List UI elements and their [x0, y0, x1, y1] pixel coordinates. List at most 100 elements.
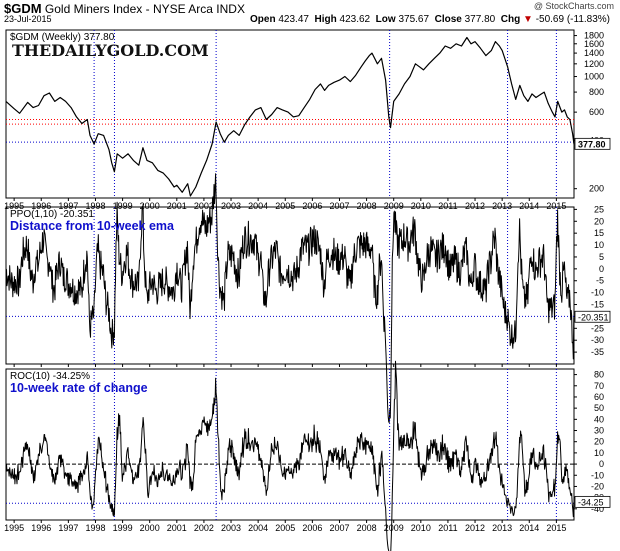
y-tick-label: -5 — [596, 276, 604, 286]
panel-2-frame — [5, 206, 575, 365]
x-tick-label: 1995 — [4, 523, 24, 533]
x-tick-label: 2012 — [465, 523, 485, 533]
y-tick-label: 5 — [599, 252, 604, 262]
x-tick-label: 2003 — [221, 201, 241, 211]
y-tick-label: 1400 — [584, 48, 604, 58]
panel-3-frame — [5, 368, 575, 521]
y-tick-label: 80 — [594, 370, 604, 380]
x-tick-label: 2011 — [438, 201, 457, 211]
symbol-name: Gold Miners Index - NYSE Arca INDX — [44, 2, 245, 16]
x-tick-label: 2008 — [357, 523, 377, 533]
y-tick-label: 70 — [594, 381, 604, 391]
x-tick-label: 1998 — [85, 523, 105, 533]
x-tick-label: 2004 — [248, 523, 268, 533]
panel-1-frame — [5, 29, 575, 199]
y-tick-label: -20 — [591, 481, 604, 491]
y-tick-label: 50 — [594, 403, 604, 413]
y-tick-label: -40 — [591, 504, 604, 514]
y-tick-label: -15 — [591, 300, 604, 310]
y-tick-label: 1200 — [584, 59, 604, 69]
x-tick-label: 2011 — [438, 523, 457, 533]
x-tick-label: 2000 — [140, 523, 160, 533]
x-tick-label: 1999 — [113, 523, 133, 533]
close-label: Close — [434, 14, 462, 25]
y-tick-label: -25 — [591, 323, 604, 333]
x-tick-label: 2015 — [546, 201, 566, 211]
last-value-label: -34.25 — [578, 497, 604, 507]
high-label: High — [314, 14, 337, 25]
low-value: 375.67 — [398, 14, 430, 25]
panel-1-title: $GDM (Weekly) 377.80 — [10, 32, 115, 43]
x-tick-label: 2002 — [194, 523, 214, 533]
x-tick-label: 2009 — [384, 201, 404, 211]
y-tick-label: 30 — [594, 426, 604, 436]
y-tick-label: 25 — [594, 204, 604, 214]
close-value: 377.80 — [464, 14, 496, 25]
brand-watermark: THEDAILYGOLD.COM — [12, 41, 209, 60]
x-tick-label: 1995 — [4, 201, 24, 211]
chg-arrow: ▼ — [523, 14, 533, 25]
x-tick-label: 1997 — [58, 201, 78, 211]
last-value-label: -20.351 — [578, 312, 609, 322]
last-value-tag — [574, 310, 611, 323]
x-tick-label: 2014 — [519, 201, 539, 211]
last-value-tag — [574, 137, 611, 150]
series-line-panel-2 — [5, 173, 575, 424]
x-tick-label: 2015 — [546, 523, 566, 533]
x-tick-label: 2007 — [329, 523, 349, 533]
x-tick-label: 2012 — [465, 201, 485, 211]
stockcharts-credit: @ StockCharts.com — [533, 1, 614, 11]
y-tick-label: -30 — [591, 335, 604, 345]
chart-symbol: $GDM Gold Miners Index - NYSE Arca INDX — [4, 1, 245, 16]
x-tick-label: 2014 — [519, 523, 539, 533]
x-tick-label: 2002 — [194, 201, 214, 211]
series-line-panel-1 — [5, 36, 575, 197]
y-tick-label: 20 — [594, 216, 604, 226]
x-tick-label: 2013 — [492, 523, 512, 533]
x-tick-label: 2009 — [384, 523, 404, 533]
low-label: Low — [375, 14, 396, 25]
x-tick-label: 2004 — [248, 201, 268, 211]
y-tick-label: -10 — [591, 470, 604, 480]
y-tick-label: 1600 — [584, 39, 604, 49]
y-tick-label: 15 — [594, 228, 604, 238]
ohlc-readout: Open 423.47 High 423.62 Low 375.67 Close… — [250, 14, 610, 25]
y-tick-label: 200 — [589, 184, 604, 194]
x-tick-label: 2001 — [167, 523, 187, 533]
x-tick-label: 2010 — [411, 523, 431, 533]
y-tick-label: 20 — [594, 437, 604, 447]
x-tick-label: 2007 — [329, 201, 349, 211]
x-tick-label: 1996 — [31, 523, 51, 533]
y-tick-label: 60 — [594, 392, 604, 402]
x-tick-label: 2006 — [302, 523, 322, 533]
y-tick-label: 800 — [589, 87, 604, 97]
panel-2-title: PPO(1,10) -20.351 — [10, 209, 94, 220]
y-tick-label: 0 — [599, 264, 604, 274]
x-tick-label: 2008 — [357, 201, 377, 211]
y-tick-label: 600 — [589, 107, 604, 117]
y-tick-label: 40 — [594, 414, 604, 424]
x-tick-label: 1996 — [31, 201, 51, 211]
panel-2-annotation: Distance from 10-week ema — [10, 219, 175, 233]
y-tick-label: 1800 — [584, 31, 604, 41]
symbol-ticker: $GDM — [4, 1, 42, 16]
x-tick-label: 2005 — [275, 201, 295, 211]
last-value-label: 377.80 — [578, 139, 606, 149]
x-tick-label: 1998 — [85, 201, 105, 211]
open-value: 423.47 — [278, 14, 309, 25]
panel-3-title: ROC(10) -34.25% — [10, 371, 90, 382]
x-tick-label: 1999 — [113, 201, 133, 211]
last-value-tag — [574, 495, 611, 508]
x-tick-label: 2013 — [492, 201, 512, 211]
chart-date: 23-Jul-2015 — [4, 14, 52, 24]
y-tick-label: 1000 — [584, 72, 604, 82]
panel-3-annotation: 10-week rate of change — [10, 381, 148, 395]
y-tick-label: -10 — [591, 288, 604, 298]
x-tick-label: 2001 — [167, 201, 187, 211]
series-line-panel-3 — [5, 360, 575, 551]
chg-value: -50.69 (-11.83%) — [535, 14, 610, 25]
y-tick-label: 0 — [599, 459, 604, 469]
x-tick-label: 2010 — [411, 201, 431, 211]
x-tick-label: 2003 — [221, 523, 241, 533]
